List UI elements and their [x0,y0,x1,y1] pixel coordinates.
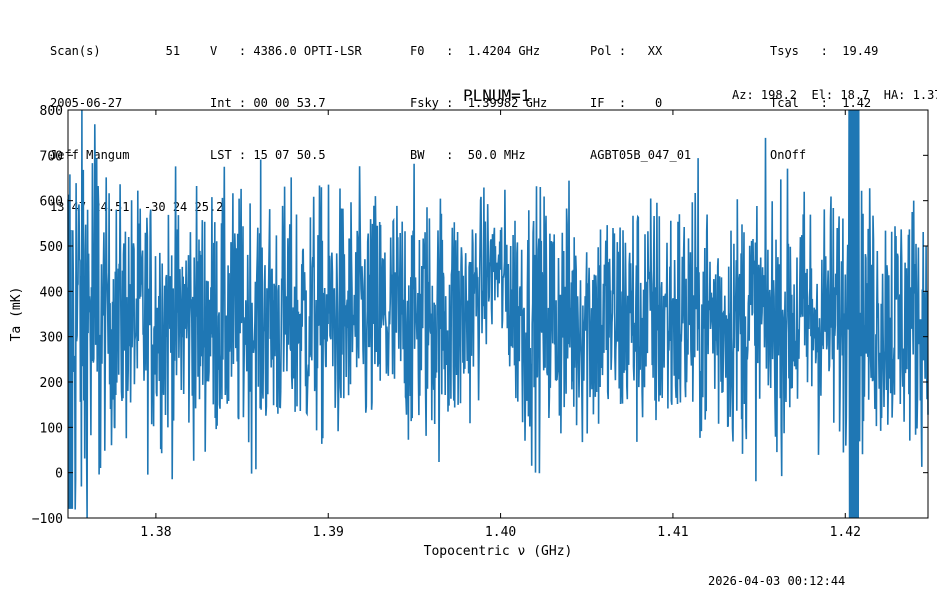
y-axis: −100 0 100 200 300 400 500 600 700 800 [32,104,928,527]
header-col4: Pol : XX IF : 0 AGBT05B_047_01 [590,16,691,176]
header-scan: Scan(s) 51 [50,44,181,58]
header-col2: V : 4386.0 OPTI-LSR Int : 00 00 53.7 LST… [210,16,362,176]
x-tick-label: 1.42 [830,525,861,540]
header-velocity: V : 4386.0 OPTI-LSR [210,44,362,58]
header-col3: F0 : 1.4204 GHz Fsky : 1.39982 GHz BW : … [410,16,547,176]
y-tick-label: 800 [40,104,63,119]
plot-area [67,109,929,519]
y-tick-label: 300 [40,331,63,346]
y-tick-label: 0 [55,467,63,482]
x-tick-label: 1.41 [657,525,688,540]
header-tcal: Tcal : 1.42 [770,96,872,110]
y-tick-label: 100 [40,421,63,436]
header-pointing: Az: 198.2 El: 18.7 HA: 1.37 [732,88,937,102]
header-tsys: Tsys : 19.49 [770,44,879,58]
header-bw: BW : 50.0 MHz [410,148,526,162]
plot-frame [67,109,929,519]
y-tick-label: −100 [32,512,63,527]
header-lst: LST : 15 07 50.5 [210,148,326,162]
x-tick-label: 1.39 [313,525,344,540]
header-project: AGBT05B_047_01 [590,148,692,162]
header-col5: Tsys : 19.49 Tcal : 1.42 OnOff [770,16,878,176]
header-f0: F0 : 1.4204 GHz [410,44,541,58]
header-date: 2005-06-27 [50,96,123,110]
x-axis: 1.38 1.39 1.40 1.41 1.42 [140,110,861,540]
y-tick-label: 200 [40,376,63,391]
chart-title: PLNUM=1 [463,86,531,105]
y-tick-label: 600 [40,195,63,210]
header-procedure: OnOff [770,148,807,162]
y-tick-label: 700 [40,149,63,164]
footer-timestamp: 2026-04-03 00:12:44 [708,574,846,588]
y-tick-label: 500 [40,240,63,255]
y-axis-label: Ta (mK) [9,287,24,342]
spectrum-series-line [67,109,929,519]
x-tick-label: 1.38 [140,525,171,540]
y-tick-label: 400 [40,285,63,300]
x-tick-label: 1.40 [485,525,516,540]
header-fsky: Fsky : 1.39982 GHz [410,96,548,110]
x-axis-label: Topocentric ν (GHz) [424,544,573,559]
header-if: IF : 0 [590,96,663,110]
header-pol: Pol : XX [590,44,663,58]
header-integration: Int : 00 00 53.7 [210,96,326,110]
